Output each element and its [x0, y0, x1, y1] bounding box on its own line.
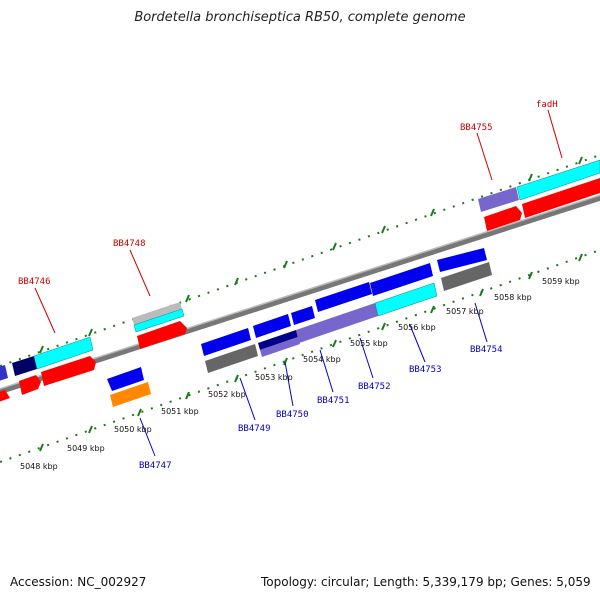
gene-feature[interactable]	[33, 336, 94, 370]
gene-feature[interactable]	[441, 262, 492, 291]
map-title: Bordetella bronchiseptica RB50, complete…	[134, 10, 466, 25]
gene-feature[interactable]	[260, 337, 300, 357]
gene-label[interactable]: fadH	[536, 100, 558, 110]
gene-label[interactable]: BB4748	[113, 239, 146, 249]
reverse-genes	[107, 248, 492, 407]
gene-feature[interactable]	[19, 375, 41, 395]
gene-feature[interactable]	[41, 356, 96, 386]
gene-feature[interactable]	[0, 365, 8, 384]
accession-text: Accession: NC_002927	[10, 575, 147, 589]
gene-feature[interactable]	[258, 330, 298, 350]
scale-label: 5057 kbp	[446, 307, 484, 316]
gene-label[interactable]: BB4747	[139, 461, 172, 471]
gene-feature[interactable]	[296, 303, 378, 343]
gene-label[interactable]: BB4755	[460, 123, 493, 133]
scale-label: 5059 kbp	[542, 277, 580, 286]
gene-feature[interactable]	[374, 282, 438, 317]
gene-feature[interactable]	[478, 187, 519, 212]
gene-feature[interactable]	[437, 248, 487, 272]
gene-feature[interactable]	[484, 206, 522, 231]
gene-feature[interactable]	[201, 328, 251, 356]
gene-feature[interactable]	[370, 263, 433, 296]
scale-label: 5058 kbp	[494, 293, 532, 302]
gene-feature[interactable]	[205, 344, 258, 373]
gene-feature[interactable]	[315, 282, 372, 312]
major-ticks	[39, 156, 583, 452]
forward-tick-track	[0, 154, 600, 367]
gene-feature[interactable]	[133, 308, 185, 333]
forward-genes	[0, 159, 600, 405]
scale-label: 5053 kbp	[255, 373, 293, 382]
gene-label[interactable]: BB4750	[276, 410, 309, 420]
gene-feature[interactable]	[0, 390, 10, 405]
gene-feature[interactable]	[291, 306, 315, 325]
gene-feature[interactable]	[110, 382, 151, 407]
scale-label: 5049 kbp	[67, 444, 105, 453]
gene-feature[interactable]	[137, 321, 187, 349]
gene-feature[interactable]	[107, 367, 144, 391]
gene-feature[interactable]	[132, 302, 182, 325]
scale-label: 5052 kbp	[208, 390, 246, 399]
gene-feature[interactable]	[253, 314, 291, 338]
gene-feature[interactable]	[516, 159, 600, 201]
gene-label[interactable]: BB4753	[409, 365, 442, 375]
reverse-tick-track	[0, 249, 600, 463]
gene-label[interactable]: BB4751	[317, 396, 350, 406]
scale-label: 5051 kbp	[161, 407, 199, 416]
scale-label: 5048 kbp	[20, 462, 58, 471]
gene-label[interactable]: BB4754	[470, 345, 503, 355]
topology-text: Topology: circular; Length: 5,339,179 bp…	[261, 575, 591, 589]
gene-feature[interactable]	[522, 178, 600, 218]
gene-label[interactable]: BB4752	[358, 382, 391, 392]
label-leaders	[34, 109, 563, 457]
gene-label[interactable]: BB4749	[238, 424, 271, 434]
scale-label: 5056 kbp	[398, 323, 436, 332]
scale-label: 5055 kbp	[350, 339, 388, 348]
gene-feature[interactable]	[12, 356, 37, 376]
scale-label: 5054 kbp	[303, 355, 341, 364]
gene-label[interactable]: BB4746	[18, 277, 51, 287]
scale-label: 5050 kbp	[114, 425, 152, 434]
